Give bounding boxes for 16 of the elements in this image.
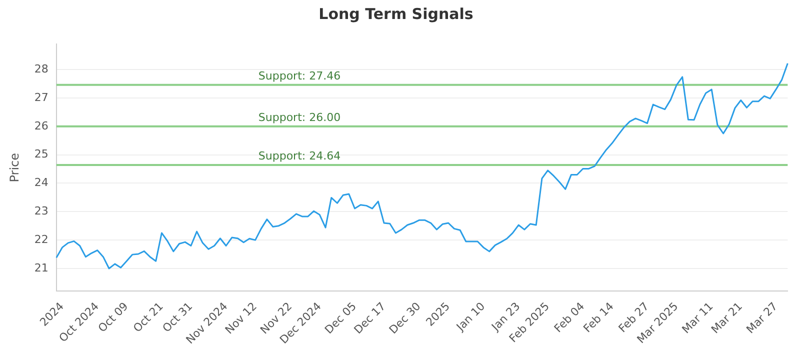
ref-line-label: Support: 27.46 (258, 69, 341, 82)
y-tick-label: 28 (34, 62, 48, 76)
ref-line-label: Support: 24.64 (258, 149, 341, 162)
chart-title: Long Term Signals (318, 4, 474, 23)
y-tick-label: 21 (34, 261, 48, 274)
y-tick-label: 27 (34, 90, 48, 104)
y-tick-label: 26 (34, 119, 48, 132)
y-axis-title: Price (7, 152, 22, 182)
ref-line-label: Support: 26.00 (258, 110, 341, 124)
x-tick-label: Jan 10 (453, 300, 488, 334)
y-tick-label: 23 (34, 204, 48, 218)
y-tick-label: 25 (34, 148, 48, 161)
x-tick-label: Mar 27 (744, 300, 780, 336)
y-tick-label: 22 (34, 232, 48, 246)
y-tick-label: 24 (34, 176, 48, 190)
x-tick-label: Dec 30 (386, 300, 424, 336)
